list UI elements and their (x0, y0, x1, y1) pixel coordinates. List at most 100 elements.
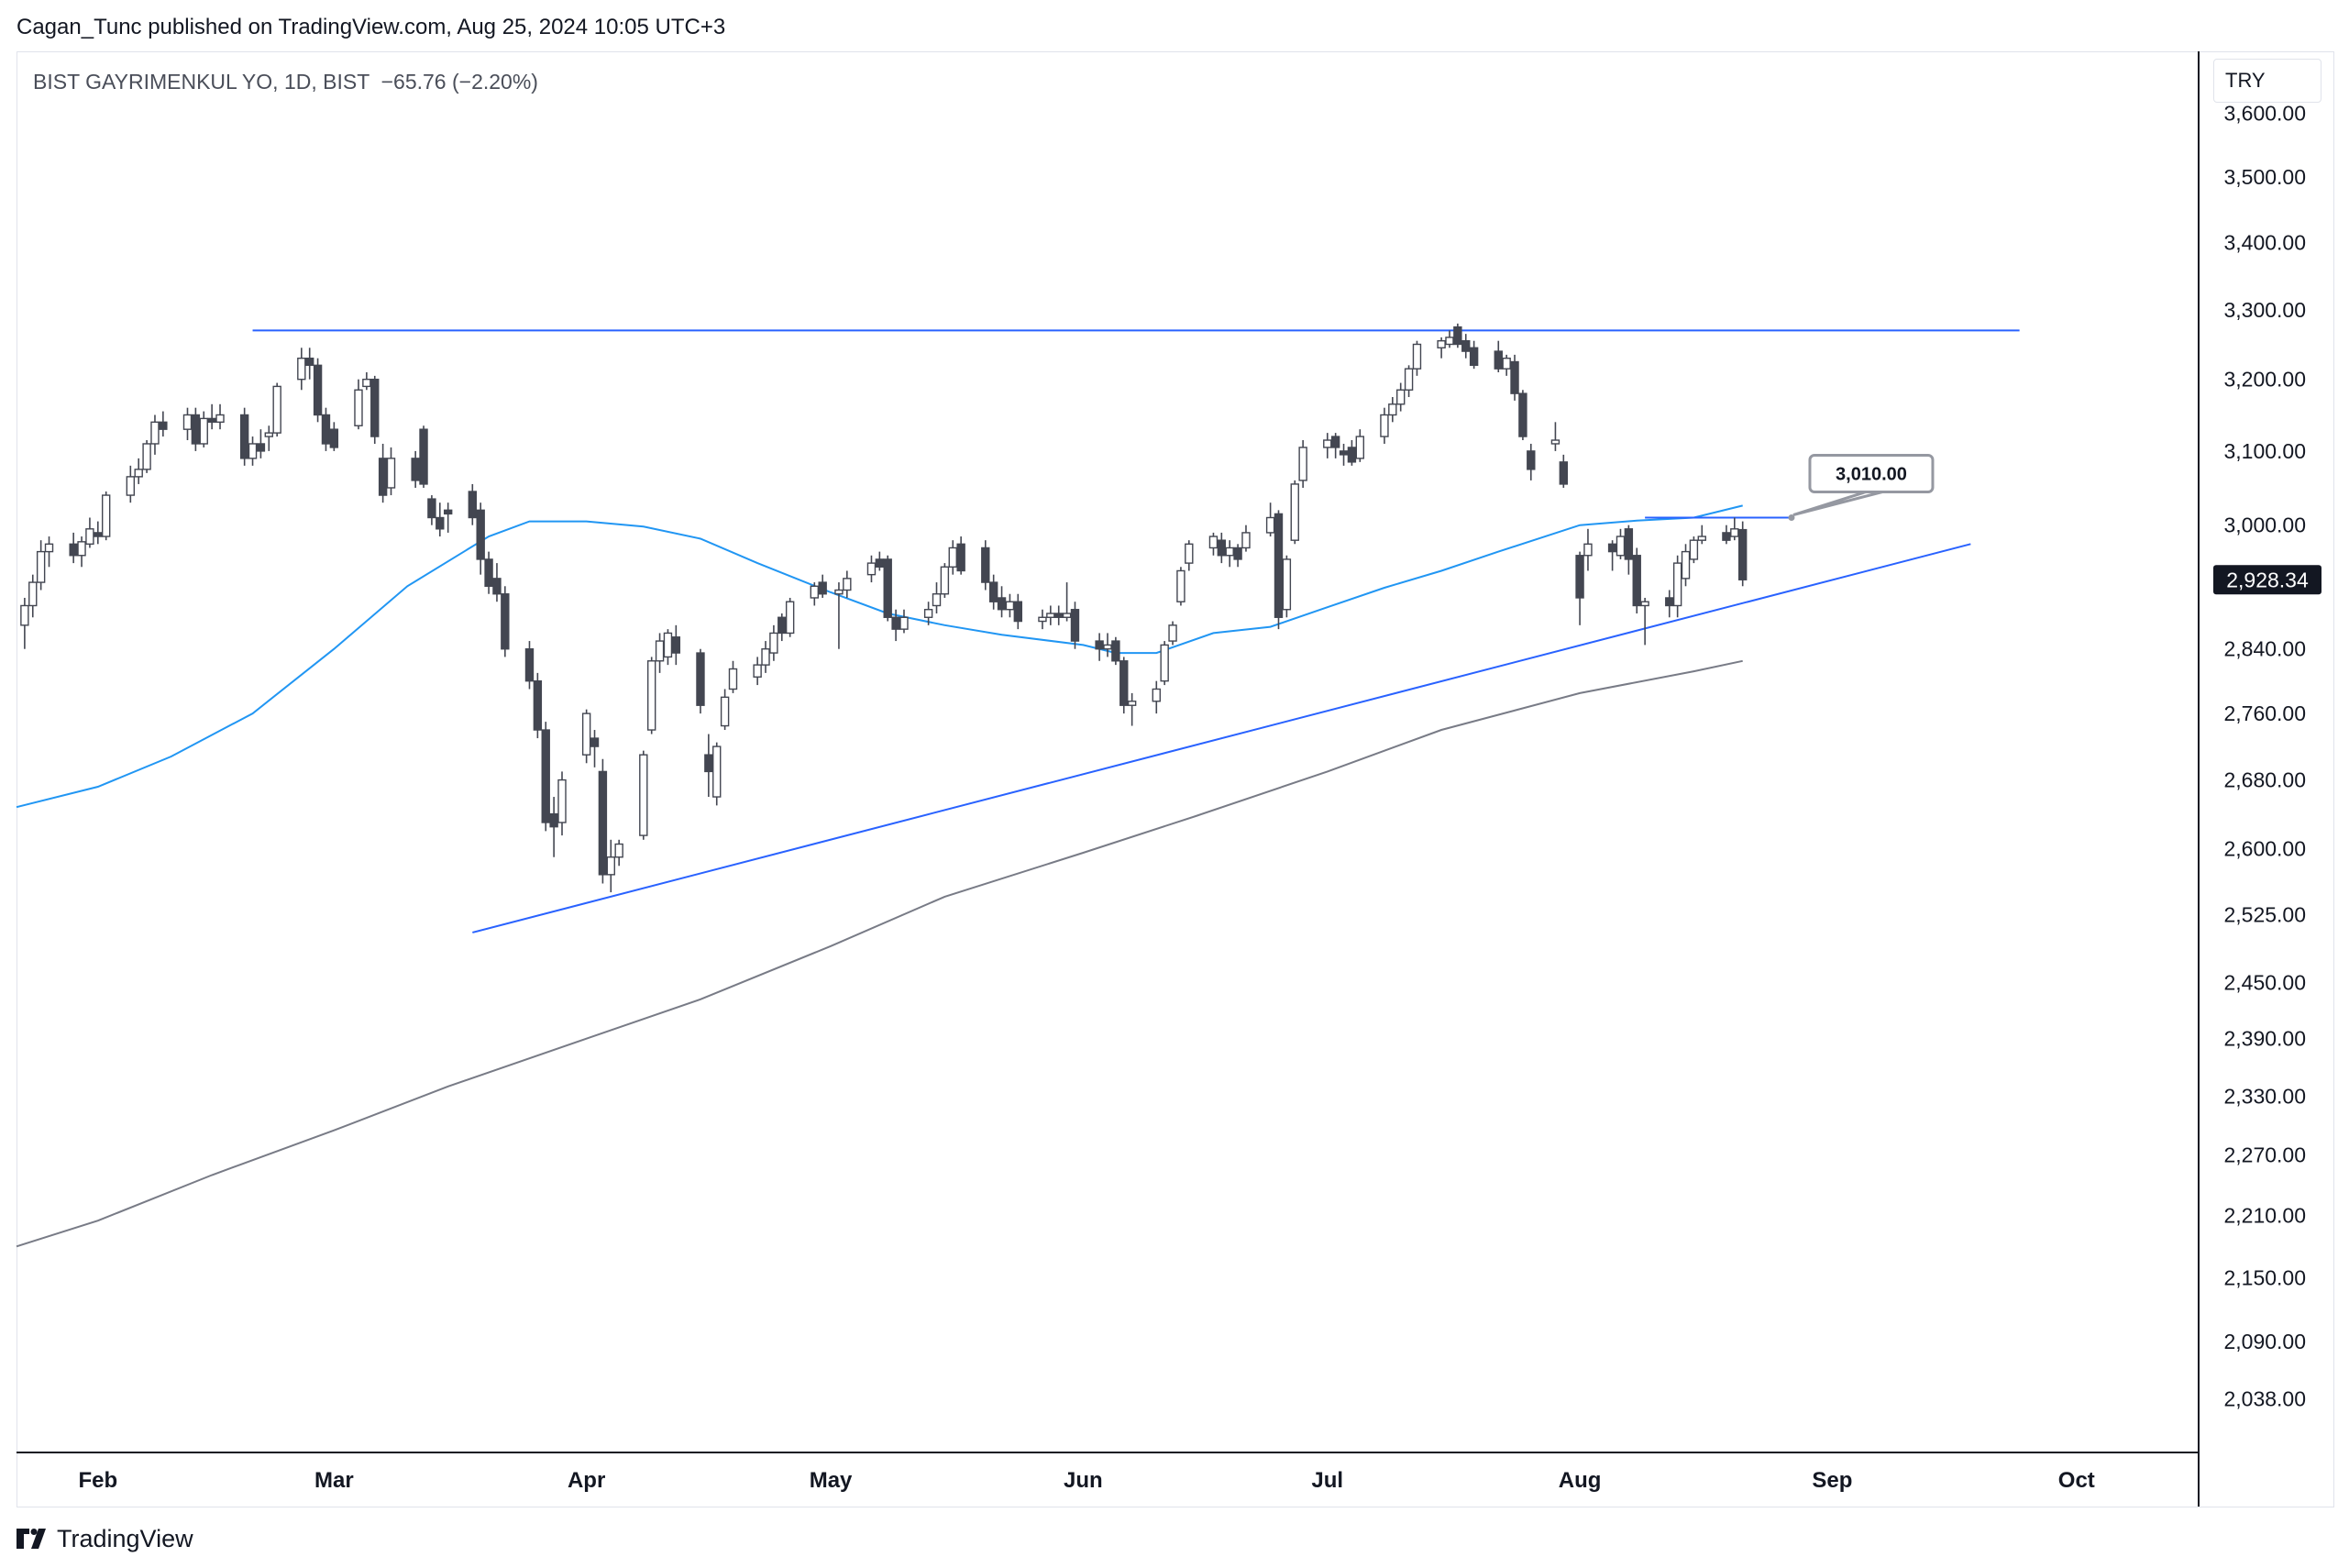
candle-body (1396, 389, 1406, 405)
candle-body (77, 541, 86, 557)
candle-body (883, 558, 892, 618)
candle-body (1527, 450, 1536, 470)
candle-body (264, 432, 273, 437)
candle-body (769, 632, 778, 654)
price-axis[interactable]: 3,600.00 3,500.00 3,400.00 3,300.00 3,200.00… (2223, 102, 2306, 1411)
candle-body (150, 421, 160, 445)
candle-body (1339, 450, 1349, 456)
candle-body (126, 476, 136, 496)
y-tick-label: 2,038.00 (2223, 1386, 2306, 1410)
candle-body (411, 458, 420, 481)
candle-body (655, 640, 665, 662)
x-tick-label: May (810, 1468, 853, 1493)
last-price-label: 2,928.34 (2226, 568, 2309, 591)
candles-group (20, 323, 1748, 893)
candle-body (1380, 414, 1389, 437)
candle-body (1241, 532, 1251, 549)
candle-body (1412, 343, 1422, 370)
x-tick-label: Oct (2058, 1468, 2095, 1493)
candle-body (427, 498, 436, 519)
candle-body (476, 509, 485, 560)
candle-body (1461, 340, 1471, 352)
candle-body (1127, 701, 1137, 706)
candle-body (1152, 688, 1161, 702)
x-tick-label: Jun (1064, 1468, 1103, 1493)
candle-body (354, 389, 363, 426)
y-tick-label: 2,840.00 (2223, 637, 2306, 661)
callout-anchor-dot (1788, 513, 1795, 521)
candle-body (761, 648, 770, 666)
tradingview-brand[interactable]: TradingView (17, 1522, 193, 1555)
publisher-line: Cagan_Tunc published on TradingView.com,… (17, 15, 726, 39)
candle-body (606, 856, 615, 876)
x-tick-label: Mar (314, 1468, 354, 1493)
candle-body (484, 558, 493, 587)
candle-body (1095, 640, 1104, 650)
candle-body (1185, 543, 1194, 564)
candle-body (1672, 562, 1682, 607)
candle-body (1607, 543, 1617, 553)
candle-body (1298, 447, 1307, 481)
candle-body (329, 428, 339, 448)
y-tick-label: 2,600.00 (2223, 836, 2306, 860)
candle-body (1208, 536, 1219, 549)
candle-body (313, 364, 323, 416)
candle-body (419, 428, 428, 485)
candle-body (899, 616, 909, 630)
candle-body (1054, 613, 1064, 618)
candle-body (297, 357, 306, 381)
candle-body (843, 578, 852, 591)
candle-body (524, 648, 535, 682)
candle-body (663, 632, 673, 658)
candle-body (94, 532, 103, 537)
candle-body (1722, 532, 1731, 541)
candle-body (134, 469, 143, 478)
candle-body (704, 754, 713, 773)
candle-body (891, 616, 900, 630)
candle-body (1013, 601, 1023, 623)
symbol-legend[interactable]: BIST GAYRIMENKUL YO, 1D, BIST −65.76 (−2… (33, 70, 538, 94)
candle-body (1233, 547, 1242, 560)
candle-body (875, 558, 885, 568)
currency-selector[interactable]: TRY (2213, 59, 2321, 103)
candle-body (1388, 403, 1397, 416)
candle-body (1355, 436, 1364, 459)
candle-body (44, 543, 54, 553)
candle-body (1070, 609, 1080, 642)
candle-body (182, 414, 193, 430)
candle-body (1445, 337, 1454, 346)
candle-body (1437, 340, 1446, 348)
candle-body (468, 491, 478, 519)
candle-body (248, 443, 258, 459)
last-price-group: 2,928.34 (2213, 565, 2321, 595)
drawings-group: 3,010.00 (252, 329, 2020, 933)
candle-body (142, 443, 151, 470)
callout-pointer (1792, 491, 1883, 516)
candle-body (69, 543, 78, 557)
candle-body (549, 812, 558, 828)
candle-body (1217, 539, 1227, 557)
candle-body (272, 385, 281, 434)
candle-body (20, 604, 29, 626)
candle-body (305, 357, 314, 367)
candle-body (1119, 660, 1129, 706)
candle-body (712, 745, 722, 798)
y-tick-label: 3,200.00 (2223, 368, 2306, 392)
y-tick-label: 3,100.00 (2223, 439, 2306, 463)
candle-body (646, 660, 656, 731)
candle-body (159, 421, 168, 430)
candle-body (443, 509, 453, 515)
time-axis[interactable]: Feb Mar Apr May Jun Jul Aug Sep Oct (78, 1468, 2094, 1493)
candle-body (590, 737, 600, 747)
candle-body (501, 593, 510, 650)
candle-body (923, 609, 933, 618)
y-tick-label: 2,760.00 (2223, 701, 2306, 725)
candle-body (777, 616, 787, 635)
candle-body (215, 414, 225, 424)
candle-body (362, 378, 371, 388)
candle-body (1494, 350, 1503, 370)
y-tick-label: 2,270.00 (2223, 1143, 2306, 1167)
candle-body (36, 550, 46, 583)
y-tick-label: 3,400.00 (2223, 230, 2306, 254)
